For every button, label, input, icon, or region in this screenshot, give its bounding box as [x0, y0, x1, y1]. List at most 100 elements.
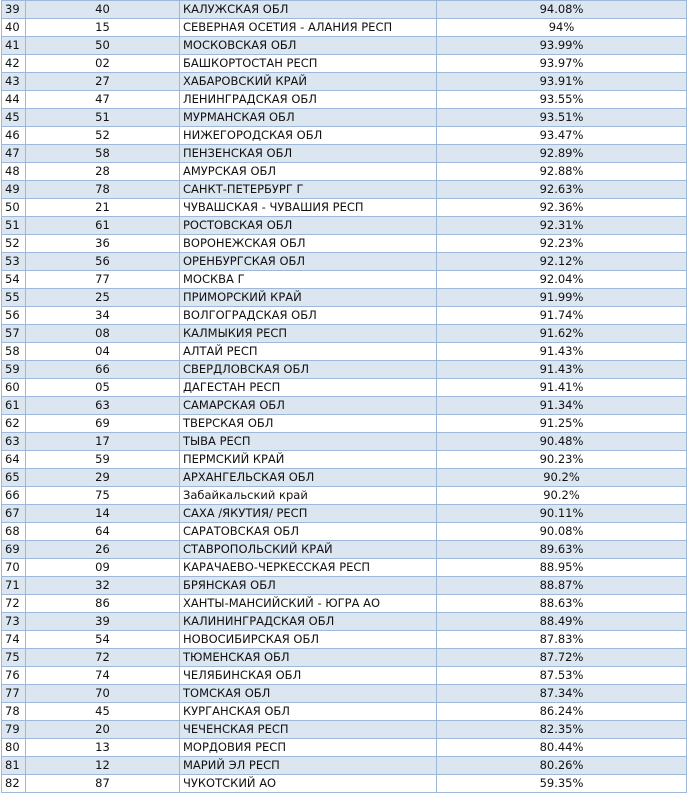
- percent-cell: 93.91%: [436, 72, 687, 91]
- region-cell: НОВОСИБИРСКАЯ ОБЛ: [179, 630, 437, 649]
- table-row: 67 14 САХА /ЯКУТИЯ/ РЕСП 90.11%: [1, 504, 687, 523]
- table-row: 72 86 ХАНТЫ-МАНСИЙСКИЙ - ЮГРА АО 88.63%: [1, 594, 687, 613]
- rank-cell: 76: [1, 666, 26, 685]
- code-cell: 27: [25, 72, 180, 91]
- table-row: 64 59 ПЕРМСКИЙ КРАЙ 90.23%: [1, 450, 687, 469]
- percent-cell: 90.48%: [436, 432, 687, 451]
- table-row: 44 47 ЛЕНИНГРАДСКАЯ ОБЛ 93.55%: [1, 90, 687, 109]
- rank-cell: 47: [1, 144, 26, 163]
- region-cell: САНКТ-ПЕТЕРБУРГ Г: [179, 180, 437, 199]
- region-cell: АЛТАЙ РЕСП: [179, 342, 437, 361]
- region-cell: АМУРСКАЯ ОБЛ: [179, 162, 437, 181]
- region-cell: КАЛИНИНГРАДСКАЯ ОБЛ: [179, 612, 437, 631]
- region-cell: ВОЛГОГРАДСКАЯ ОБЛ: [179, 306, 437, 325]
- percent-cell: 88.63%: [436, 594, 687, 613]
- code-cell: 39: [25, 612, 180, 631]
- code-cell: 56: [25, 252, 180, 271]
- table-row: 73 39 КАЛИНИНГРАДСКАЯ ОБЛ 88.49%: [1, 612, 687, 631]
- rank-cell: 43: [1, 72, 26, 91]
- code-cell: 66: [25, 360, 180, 379]
- code-cell: 77: [25, 270, 180, 289]
- code-cell: 12: [25, 756, 180, 775]
- rank-cell: 48: [1, 162, 26, 181]
- code-cell: 21: [25, 198, 180, 217]
- code-cell: 86: [25, 594, 180, 613]
- percent-cell: 80.26%: [436, 756, 687, 775]
- percent-cell: 88.95%: [436, 558, 687, 577]
- code-cell: 74: [25, 666, 180, 685]
- code-cell: 45: [25, 702, 180, 721]
- region-cell: ХАНТЫ-МАНСИЙСКИЙ - ЮГРА АО: [179, 594, 437, 613]
- region-cell: МУРМАНСКАЯ ОБЛ: [179, 108, 437, 127]
- percent-cell: 92.23%: [436, 234, 687, 253]
- percent-cell: 91.99%: [436, 288, 687, 307]
- table-row: 66 75 Забайкальский край 90.2%: [1, 486, 687, 505]
- rank-cell: 52: [1, 234, 26, 253]
- percent-cell: 90.2%: [436, 468, 687, 487]
- region-cell: МОРДОВИЯ РЕСП: [179, 738, 437, 757]
- code-cell: 40: [25, 0, 180, 19]
- rank-cell: 65: [1, 468, 26, 487]
- rank-cell: 80: [1, 738, 26, 757]
- percent-cell: 92.89%: [436, 144, 687, 163]
- code-cell: 13: [25, 738, 180, 757]
- region-cell: ПРИМОРСКИЙ КРАЙ: [179, 288, 437, 307]
- percent-cell: 94%: [436, 18, 687, 37]
- table-row: 58 04 АЛТАЙ РЕСП 91.43%: [1, 342, 687, 361]
- rank-cell: 73: [1, 612, 26, 631]
- region-cell: ТОМСКАЯ ОБЛ: [179, 684, 437, 703]
- region-cell: ЧУКОТСКИЙ АО: [179, 774, 437, 793]
- rank-cell: 59: [1, 360, 26, 379]
- rank-cell: 66: [1, 486, 26, 505]
- rank-cell: 75: [1, 648, 26, 667]
- rank-cell: 40: [1, 18, 26, 37]
- percent-cell: 93.99%: [436, 36, 687, 55]
- percent-cell: 90.08%: [436, 522, 687, 541]
- code-cell: 26: [25, 540, 180, 559]
- code-cell: 29: [25, 468, 180, 487]
- rank-cell: 64: [1, 450, 26, 469]
- region-cell: САРАТОВСКАЯ ОБЛ: [179, 522, 437, 541]
- code-cell: 63: [25, 396, 180, 415]
- region-cell: ХАБАРОВСКИЙ КРАЙ: [179, 72, 437, 91]
- table-row: 74 54 НОВОСИБИРСКАЯ ОБЛ 87.83%: [1, 630, 687, 649]
- percent-cell: 80.44%: [436, 738, 687, 757]
- region-cell: КАЛУЖСКАЯ ОБЛ: [179, 0, 437, 19]
- percent-cell: 87.34%: [436, 684, 687, 703]
- percent-cell: 91.43%: [436, 342, 687, 361]
- region-cell: БРЯНСКАЯ ОБЛ: [179, 576, 437, 595]
- percent-cell: 88.87%: [436, 576, 687, 595]
- rank-cell: 56: [1, 306, 26, 325]
- code-cell: 72: [25, 648, 180, 667]
- region-cell: РОСТОВСКАЯ ОБЛ: [179, 216, 437, 235]
- rank-cell: 82: [1, 774, 26, 793]
- rank-cell: 42: [1, 54, 26, 73]
- region-cell: САМАРСКАЯ ОБЛ: [179, 396, 437, 415]
- region-cell: МАРИЙ ЭЛ РЕСП: [179, 756, 437, 775]
- region-cell: СТАВРОПОЛЬСКИЙ КРАЙ: [179, 540, 437, 559]
- code-cell: 47: [25, 90, 180, 109]
- region-cell: ПЕНЗЕНСКАЯ ОБЛ: [179, 144, 437, 163]
- table-row: 77 70 ТОМСКАЯ ОБЛ 87.34%: [1, 684, 687, 703]
- code-cell: 75: [25, 486, 180, 505]
- table-row: 55 25 ПРИМОРСКИЙ КРАЙ 91.99%: [1, 288, 687, 307]
- region-cell: Забайкальский край: [179, 486, 437, 505]
- percent-cell: 93.97%: [436, 54, 687, 73]
- table-row: 46 52 НИЖЕГОРОДСКАЯ ОБЛ 93.47%: [1, 126, 687, 145]
- table-row: 59 66 СВЕРДЛОВСКАЯ ОБЛ 91.43%: [1, 360, 687, 379]
- percent-cell: 92.88%: [436, 162, 687, 181]
- code-cell: 14: [25, 504, 180, 523]
- table-row: 56 34 ВОЛГОГРАДСКАЯ ОБЛ 91.74%: [1, 306, 687, 325]
- code-cell: 05: [25, 378, 180, 397]
- rank-cell: 72: [1, 594, 26, 613]
- percent-cell: 91.34%: [436, 396, 687, 415]
- rank-cell: 63: [1, 432, 26, 451]
- percent-cell: 91.41%: [436, 378, 687, 397]
- region-cell: ЛЕНИНГРАДСКАЯ ОБЛ: [179, 90, 437, 109]
- percent-cell: 91.43%: [436, 360, 687, 379]
- rank-cell: 79: [1, 720, 26, 739]
- percent-cell: 90.23%: [436, 450, 687, 469]
- region-cell: ТЫВА РЕСП: [179, 432, 437, 451]
- table-row: 69 26 СТАВРОПОЛЬСКИЙ КРАЙ 89.63%: [1, 540, 687, 559]
- percent-cell: 92.63%: [436, 180, 687, 199]
